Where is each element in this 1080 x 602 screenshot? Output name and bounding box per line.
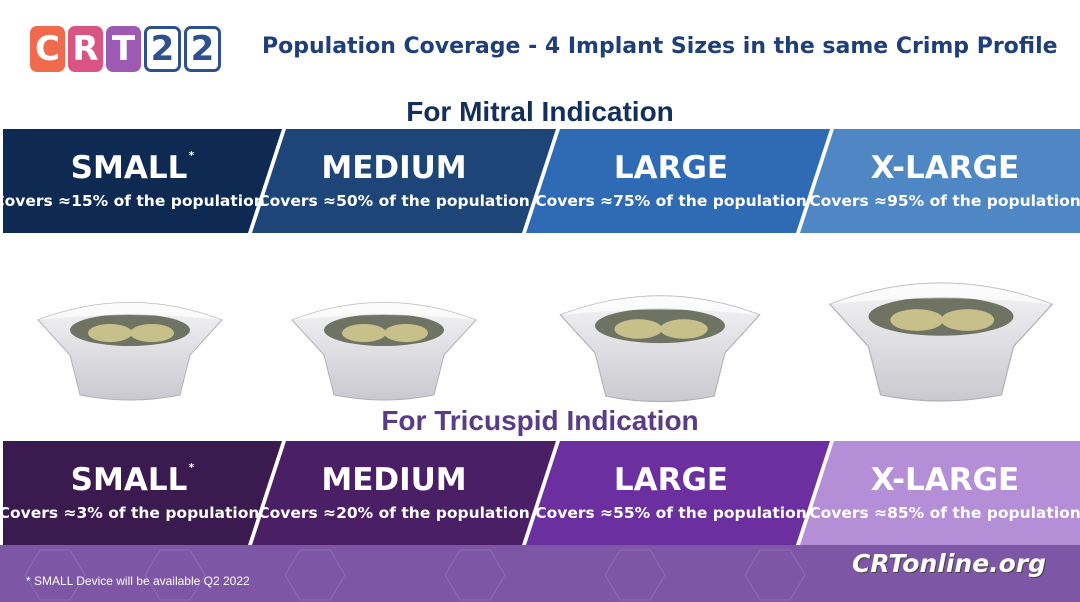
size-label: SMALL	[70, 461, 188, 498]
mitral-tile-xlarge: X-LARGE Covers ≈95% of the population	[809, 129, 1080, 233]
mitral-tile-bg-xlarge	[800, 129, 1080, 233]
size-label: X-LARGE	[870, 149, 1020, 186]
footnote-text: SMALL Device will be available Q2 2022	[34, 574, 250, 588]
mitral-band-shapes	[3, 129, 1080, 233]
size-label: MEDIUM	[321, 461, 467, 498]
mitral-heading: For Mitral Indication	[406, 96, 674, 127]
valve-xlarge-image	[828, 282, 1054, 402]
coverage-text: Covers ≈3% of the population	[0, 504, 260, 523]
size-label: LARGE	[613, 461, 729, 498]
size-label: SMALL	[70, 149, 188, 186]
valve-small-image	[37, 302, 223, 401]
tricuspid-tile-bg-xlarge	[800, 441, 1080, 545]
logo-digit-2: 2	[144, 26, 181, 72]
slide-title: Population Coverage - 4 Implant Sizes in…	[262, 34, 1058, 59]
valve-medium-image	[291, 302, 477, 401]
coverage-text: Covers ≈85% of the population	[809, 504, 1080, 523]
coverage-text: Covers ≈20% of the population	[258, 504, 530, 523]
coverage-text: Covers ≈55% of the population	[535, 504, 807, 523]
asterisk: *	[188, 460, 195, 474]
tricuspid-tile-small: SMALL * Covers ≈3% of the population	[0, 441, 260, 545]
logo-letter-r: R	[68, 26, 103, 72]
coverage-text: Covers ≈50% of the population	[258, 192, 530, 211]
mitral-band: SMALL * Covers ≈15% of the population MED…	[0, 129, 1080, 233]
asterisk: *	[188, 148, 195, 162]
coverage-text: Covers ≈15% of the population	[0, 192, 265, 211]
crt22-logo: C R T 2 2	[30, 26, 221, 72]
footer-band	[0, 545, 1080, 602]
mitral-tile-large: LARGE Covers ≈75% of the population	[535, 129, 807, 233]
crtonline-brand: CRTonline.org	[852, 549, 1047, 578]
mitral-tile-bg-medium	[252, 129, 556, 233]
tricuspid-tile-bg-medium	[252, 441, 556, 545]
tricuspid-tile-xlarge: X-LARGE Covers ≈85% of the population	[809, 441, 1080, 545]
logo-letter-t: T	[106, 26, 141, 72]
footer-pattern	[24, 549, 806, 601]
tricuspid-heading: For Tricuspid Indication	[381, 405, 699, 436]
logo-letter-c: C	[30, 26, 65, 72]
footnote: * SMALL Device will be available Q2 2022	[26, 574, 250, 588]
tricuspid-tile-medium: MEDIUM Covers ≈20% of the population	[258, 441, 530, 545]
size-label: MEDIUM	[321, 149, 467, 186]
logo-digit-2b: 2	[184, 26, 221, 72]
tricuspid-tile-large: LARGE Covers ≈55% of the population	[535, 441, 807, 545]
size-label: X-LARGE	[870, 461, 1020, 498]
mitral-tile-medium: MEDIUM Covers ≈50% of the population	[258, 129, 530, 233]
size-label: LARGE	[613, 149, 729, 186]
coverage-text: Covers ≈75% of the population	[535, 192, 807, 211]
tricuspid-tile-bg-large	[526, 441, 830, 545]
tricuspid-band: SMALL * Covers ≈3% of the population MEDI…	[0, 441, 1080, 545]
valve-large-image	[559, 295, 761, 403]
tricuspid-band-shapes	[3, 441, 1080, 545]
mitral-tile-bg-large	[526, 129, 830, 233]
coverage-text: Covers ≈95% of the population	[809, 192, 1080, 211]
mitral-tile-small: SMALL * Covers ≈15% of the population	[0, 129, 265, 233]
mitral-tile-bg-small	[3, 129, 282, 233]
tricuspid-tile-bg-small	[3, 441, 282, 545]
